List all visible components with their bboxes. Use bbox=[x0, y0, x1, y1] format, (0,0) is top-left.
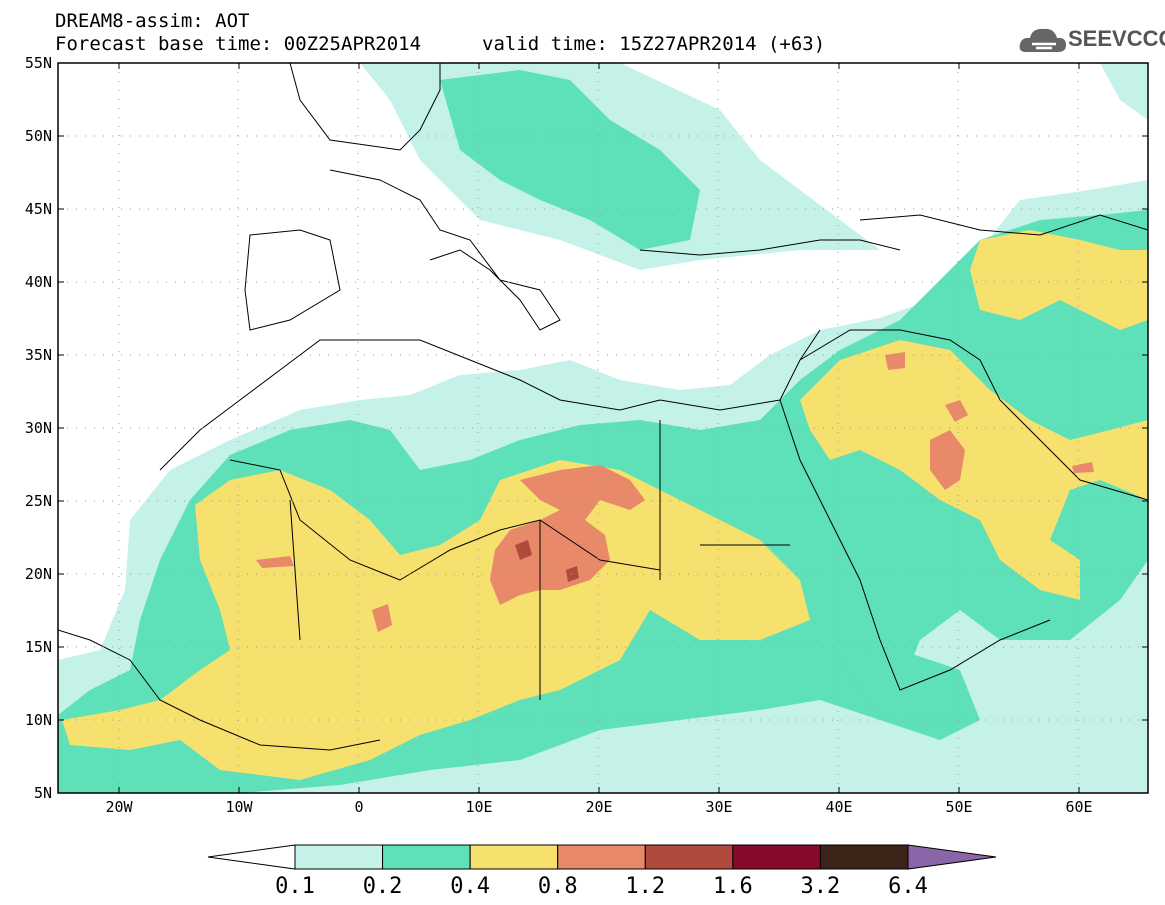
lon-tick-label: 50E bbox=[945, 798, 972, 816]
colorbar-label: 0.2 bbox=[363, 874, 403, 899]
colorbar-label: 3.2 bbox=[801, 874, 841, 899]
colorbar-label: 0.8 bbox=[538, 874, 578, 899]
lat-tick-label: 45N bbox=[25, 200, 52, 218]
aot-field-light bbox=[1100, 63, 1148, 120]
lon-tick-label: 10W bbox=[225, 798, 253, 816]
lat-tick-label: 50N bbox=[25, 127, 52, 145]
lat-tick-label: 40N bbox=[25, 273, 52, 291]
colorbar-swatch bbox=[382, 844, 471, 870]
colorbar: 0.1 0.2 0.4 0.8 1.2 1.6 3.2 6.4 bbox=[207, 844, 997, 899]
valid-time: valid time: 15Z27APR2014 (+63) bbox=[482, 33, 826, 55]
colorbar-right-arrow bbox=[907, 844, 997, 870]
lat-tick-label: 30N bbox=[25, 419, 52, 437]
lon-tick-label: 0 bbox=[354, 798, 363, 816]
logo-text: SEEVCCC bbox=[1068, 26, 1165, 51]
aot-field-orange bbox=[885, 352, 905, 370]
colorbar-swatch bbox=[294, 844, 384, 870]
aot-field-yellow bbox=[62, 460, 810, 780]
colorbar-swatch bbox=[644, 844, 734, 870]
lat-axis: 55N 50N 45N 40N 35N 30N 25N 20N 15N 10N 5N bbox=[25, 54, 1148, 802]
lat-tick-label: 25N bbox=[25, 492, 52, 510]
cloud-logo-icon bbox=[1019, 28, 1066, 52]
lon-tick-label: 10E bbox=[465, 798, 492, 816]
aot-field-orange bbox=[372, 604, 392, 632]
aot-field-yellow bbox=[970, 230, 1148, 330]
lat-tick-label: 20N bbox=[25, 565, 52, 583]
lat-tick-label: 55N bbox=[25, 54, 52, 72]
colorbar-label: 0.4 bbox=[450, 874, 490, 899]
colorbar-left-arrow bbox=[207, 844, 296, 870]
lon-tick-label: 30E bbox=[705, 798, 732, 816]
aot-field-orange bbox=[256, 556, 294, 568]
lat-tick-label: 5N bbox=[34, 784, 52, 802]
aot-field-green bbox=[440, 70, 700, 250]
lat-tick-label: 35N bbox=[25, 346, 52, 364]
aot-field-orange bbox=[945, 400, 968, 422]
aot-field-yellow bbox=[800, 340, 1148, 600]
aot-field-darkred bbox=[566, 566, 579, 582]
map-title: DREAM8-assim: AOT bbox=[55, 10, 250, 32]
lon-axis: 20W 10W 0 10E 20E 30E 40E 50E 60E bbox=[105, 63, 1093, 816]
lon-tick-label: 20E bbox=[585, 798, 612, 816]
colorbar-swatch bbox=[557, 844, 646, 870]
colorbar-swatch bbox=[469, 844, 559, 870]
colorbar-label: 1.6 bbox=[713, 874, 753, 899]
lon-tick-label: 40E bbox=[825, 798, 852, 816]
colorbar-label: 6.4 bbox=[888, 874, 928, 899]
aot-field-darkred bbox=[515, 540, 532, 560]
aot-field-orange bbox=[490, 465, 645, 605]
forecast-base-time: Forecast base time: 00Z25APR2014 bbox=[55, 33, 422, 55]
coastlines bbox=[58, 63, 1148, 751]
lon-tick-label: 60E bbox=[1065, 798, 1092, 816]
lat-tick-label: 10N bbox=[25, 711, 52, 729]
lon-tick-label: 20W bbox=[105, 798, 133, 816]
aot-field-orange bbox=[930, 430, 965, 490]
aot-field-orange bbox=[1072, 462, 1094, 473]
aot-fill-layer bbox=[58, 63, 1148, 793]
colorbar-label: 0.1 bbox=[275, 874, 315, 899]
colorbar-swatch bbox=[819, 844, 909, 870]
colorbar-label: 1.2 bbox=[625, 874, 665, 899]
lat-tick-label: 15N bbox=[25, 638, 52, 656]
colorbar-swatch bbox=[732, 844, 821, 870]
